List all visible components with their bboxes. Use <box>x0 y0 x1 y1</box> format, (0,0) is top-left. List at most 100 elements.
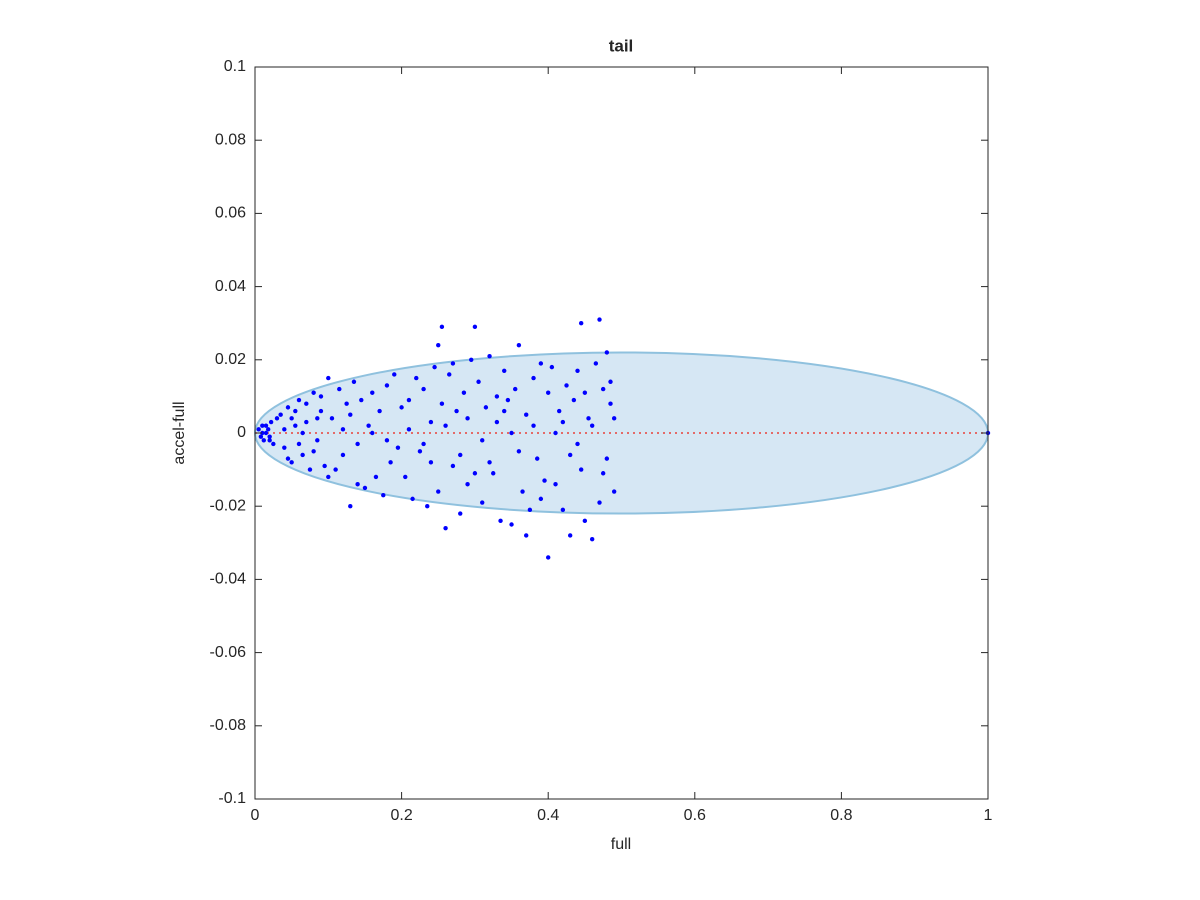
scatter-point <box>296 441 302 447</box>
scatter-point <box>611 489 617 494</box>
scatter-point <box>414 375 419 381</box>
scatter-point <box>560 507 566 513</box>
scatter-point <box>476 379 481 384</box>
scatter-point <box>582 390 588 395</box>
scatter-point <box>524 412 529 417</box>
scatter-point <box>597 500 602 505</box>
scatter-point <box>282 445 287 450</box>
scatter-point <box>575 368 580 373</box>
scatter-point <box>538 496 544 502</box>
scatter-point <box>443 525 448 531</box>
scatter-point <box>373 474 379 480</box>
scatter-point <box>546 390 551 395</box>
scatter-point <box>348 412 353 417</box>
scatter-point <box>267 438 272 443</box>
scatter-point <box>611 416 617 421</box>
scatter-point <box>502 408 507 414</box>
scatter-point <box>494 419 500 425</box>
scatter-point <box>527 507 533 513</box>
scatter-point <box>260 423 265 428</box>
scatter-point <box>274 416 280 421</box>
scatter-point <box>439 324 445 330</box>
scatter-point <box>377 408 382 414</box>
scatter-point <box>351 379 357 384</box>
scatter-point <box>531 423 536 428</box>
y-tick-label: -0.06 <box>210 644 247 661</box>
scatter-point <box>487 353 492 359</box>
scatter-point <box>505 397 511 403</box>
scatter-point <box>417 449 423 454</box>
scatter-point <box>564 383 569 388</box>
scatter-point <box>458 511 463 516</box>
scatter-point <box>406 427 412 432</box>
scatter-point <box>465 416 470 421</box>
scatter-point <box>531 375 536 381</box>
scatter-point <box>578 467 584 472</box>
scatter-point <box>513 386 518 392</box>
scatter-point <box>289 416 294 421</box>
scatter-point <box>589 536 595 542</box>
scatter-point <box>487 460 492 465</box>
x-tick-label: 1 <box>984 807 993 824</box>
scatter-point <box>472 471 478 476</box>
scatter-point <box>300 430 305 436</box>
scatter-point <box>285 405 291 410</box>
y-tick-label: 0.06 <box>215 205 246 222</box>
scatter-point <box>340 427 346 432</box>
x-axis-label: full <box>611 836 631 853</box>
scatter-point <box>399 405 404 410</box>
scatter-point <box>480 438 485 443</box>
scatter-point <box>589 423 595 428</box>
scatter-point <box>432 364 437 370</box>
scatter-point <box>593 361 599 366</box>
scatter-point <box>535 456 540 461</box>
scatter-point <box>263 430 269 436</box>
scatter-point <box>384 438 390 443</box>
scatter-point <box>608 379 613 384</box>
scatter-point <box>322 463 327 469</box>
scatter-point <box>480 500 485 505</box>
scatter-point <box>600 471 606 476</box>
scatter-point <box>469 357 474 362</box>
scatter-point <box>261 438 266 443</box>
chart-title: tail <box>609 36 634 55</box>
scatter-point <box>403 474 408 480</box>
scatter-point <box>578 321 584 326</box>
scatter-point <box>604 456 610 461</box>
scatter-point <box>307 467 313 472</box>
scatter-point <box>604 350 610 355</box>
scatter-point <box>271 441 276 447</box>
scatter-point <box>425 504 430 509</box>
scatter-point <box>549 364 555 370</box>
scatter-point <box>421 441 426 447</box>
scatter-point <box>300 452 305 458</box>
scatter-point <box>315 438 320 443</box>
scatter-point <box>436 489 441 494</box>
scatter-point <box>370 390 375 395</box>
scatter-point <box>450 463 456 469</box>
scatter-point <box>560 419 566 425</box>
scatter-point <box>296 397 302 403</box>
scatter-point <box>538 361 544 366</box>
scatter-point <box>502 368 507 373</box>
y-tick-label: 0.08 <box>215 131 246 148</box>
scatter-point <box>428 460 434 465</box>
y-tick-label: -0.1 <box>218 790 246 807</box>
scatter-point <box>553 482 558 487</box>
scatter-point <box>597 317 602 322</box>
scatter-point <box>516 449 522 454</box>
scatter-point <box>267 434 272 439</box>
scatter-point <box>520 489 525 494</box>
scatter-point <box>392 372 397 377</box>
y-tick-label: -0.02 <box>210 497 247 514</box>
x-tick-label: 0.4 <box>537 807 559 824</box>
scatter-point <box>337 386 342 392</box>
scatter-point <box>406 397 412 403</box>
scatter-point <box>304 401 309 406</box>
scatter-point <box>582 518 588 524</box>
scatter-point <box>293 423 298 428</box>
scatter-point <box>333 467 338 472</box>
scatter-point <box>289 460 294 465</box>
scatter-point <box>608 401 613 406</box>
scatter-point <box>355 482 360 487</box>
